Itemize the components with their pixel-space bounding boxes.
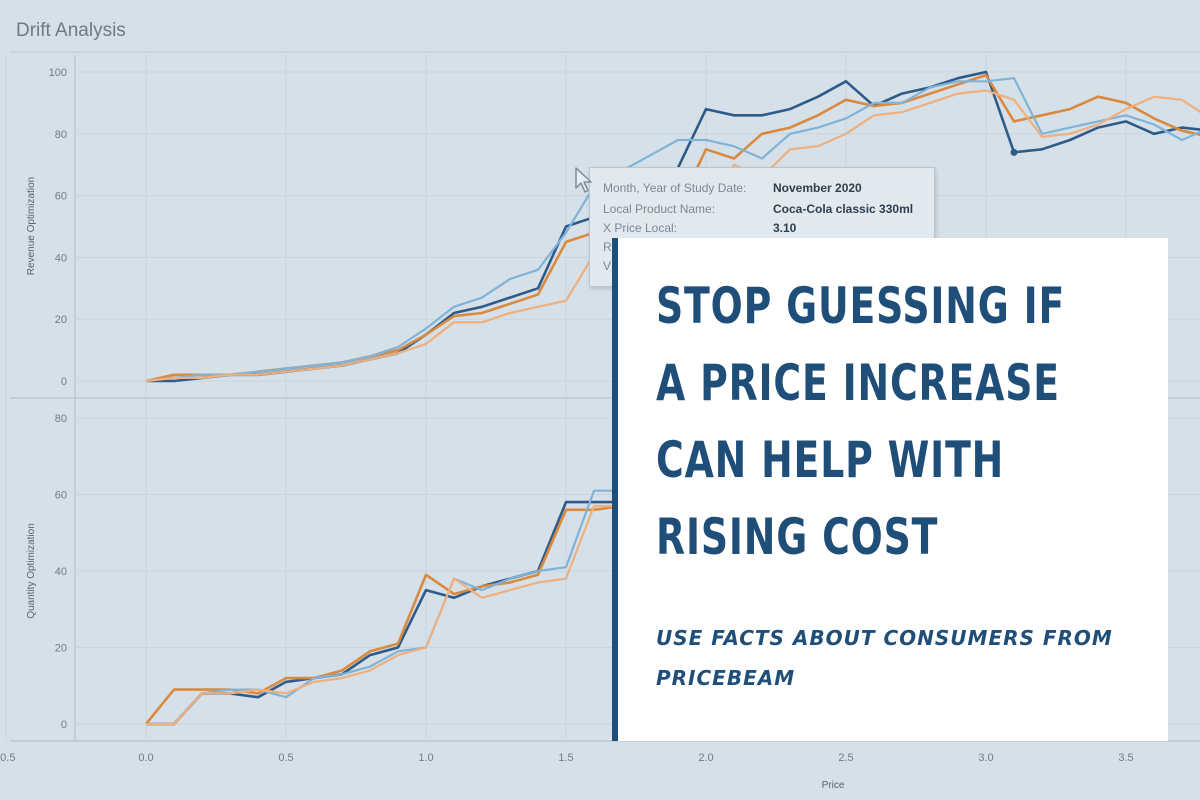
x-tick-label: 2.5 <box>838 752 853 764</box>
y-axis-title-quantity: Quantity Optimization <box>26 523 37 619</box>
tooltip-row: V <box>603 259 773 273</box>
promo-headline: STOP GUESSING IF A PRICE INCREASE CAN HE… <box>656 277 1066 566</box>
page-title: Drift Analysis <box>16 20 126 41</box>
revenue-y-tick-label: 0 <box>61 376 67 388</box>
highlight-point <box>1010 148 1018 156</box>
tooltip-key: R <box>603 240 612 254</box>
quantity-y-tick-label: 0 <box>61 719 67 731</box>
revenue-series-line <box>145 77 1200 383</box>
tooltip-key: Local Product Name: <box>603 202 716 216</box>
tooltip-value: Coca-Cola classic 330ml <box>773 202 914 216</box>
tooltip-value: November 2020 <box>773 181 862 195</box>
mouse-pointer-icon <box>575 167 592 193</box>
revenue-series-line <box>145 89 1200 383</box>
y-axis-title-revenue: Revenue Optimization <box>26 177 37 275</box>
revenue-y-tick-label: 100 <box>49 67 67 79</box>
x-axis-title: Price <box>822 780 845 791</box>
quantity-y-tick-label: 60 <box>55 490 67 502</box>
x-tick-label: 3.0 <box>978 752 993 764</box>
tooltip-row: R <box>603 240 773 254</box>
promo-card: STOP GUESSING IF A PRICE INCREASE CAN HE… <box>612 238 1168 741</box>
tick-layer: -0.50.00.51.01.52.02.53.03.54.04.55.05.5… <box>0 67 1134 764</box>
quantity-y-tick-label: 20 <box>55 643 67 655</box>
tooltip-value: 3.10 <box>773 221 797 235</box>
tooltip-row: X Price Local: 3.10 <box>603 221 796 235</box>
revenue-y-tick-label: 20 <box>55 314 67 326</box>
tooltip-row: Month, Year of Study Date: November 2020 <box>603 181 862 195</box>
revenue-y-tick-label: 40 <box>55 252 67 264</box>
quantity-y-tick-label: 40 <box>55 566 67 578</box>
quantity-y-tick-label: 80 <box>55 413 67 425</box>
revenue-y-tick-label: 80 <box>55 129 67 141</box>
promo-subline: USE FACTS ABOUT CONSUMERS FROM PRICEBEAM <box>656 626 1113 690</box>
x-tick-label: 0.5 <box>278 752 293 764</box>
tooltip-key: Month, Year of Study Date: <box>603 181 747 195</box>
revenue-y-tick-label: 60 <box>55 191 67 203</box>
x-tick-label: 2.0 <box>698 752 713 764</box>
x-tick-label: 1.5 <box>558 752 573 764</box>
x-tick-label: 1.0 <box>418 752 433 764</box>
x-tick-label: 3.5 <box>1118 752 1133 764</box>
x-tick-label: 0.0 <box>138 752 153 764</box>
tooltip-row: Local Product Name: Coca-Cola classic 330… <box>603 202 913 216</box>
tooltip-key: V <box>603 259 612 273</box>
tooltip-key: X Price Local: <box>603 221 678 235</box>
x-tick-label: -0.5 <box>0 752 15 764</box>
